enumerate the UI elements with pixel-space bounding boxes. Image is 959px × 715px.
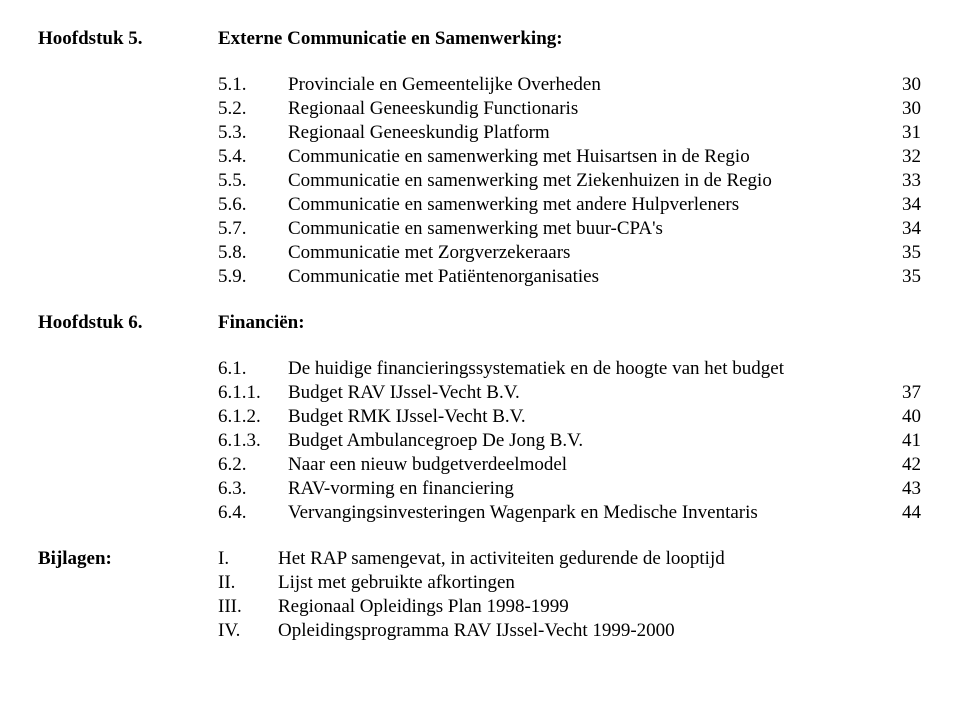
entry-page: 42 [881, 454, 921, 476]
entry-num: IV. [218, 620, 278, 642]
entry-text: Regionaal Geneeskundig Platform [288, 122, 871, 144]
entry-page [881, 358, 921, 380]
toc-entry: 5.1. Provinciale en Gemeentelijke Overhe… [38, 74, 921, 96]
toc-entry: 6.3. RAV-vorming en financiering 43 [38, 478, 921, 500]
toc-entry: 6.1.2. Budget RMK IJssel-Vecht B.V. 40 [38, 406, 921, 428]
entry-num: 6.4. [218, 502, 288, 524]
entry-page: 31 [881, 122, 921, 144]
appendix-entry: IV. Opleidingsprogramma RAV IJssel-Vecht… [38, 620, 921, 642]
entry-num: 5.8. [218, 242, 288, 264]
entry-text: Communicatie met Zorgverzekeraars [288, 242, 871, 264]
toc-entry: 5.6. Communicatie en samenwerking met an… [38, 194, 921, 216]
entry-num: 5.3. [218, 122, 288, 144]
chapter6-title: Financiën: [218, 312, 305, 334]
toc-entry: 6.1.1. Budget RAV IJssel-Vecht B.V. 37 [38, 382, 921, 404]
entry-text: Naar een nieuw budgetverdeelmodel [288, 454, 871, 476]
appendix-label: Bijlagen: [38, 548, 218, 570]
entry-page: 43 [881, 478, 921, 500]
entry-page: 33 [881, 170, 921, 192]
entry-page: 35 [881, 266, 921, 288]
entry-page: 30 [881, 98, 921, 120]
entry-page: 44 [881, 502, 921, 524]
toc-entry: 6.1. De huidige financieringssystematiek… [38, 358, 921, 380]
entry-page: 35 [881, 242, 921, 264]
entry-page: 37 [881, 382, 921, 404]
chapter6-header: Hoofdstuk 6. Financiën: [38, 312, 921, 334]
entry-num: 5.9. [218, 266, 288, 288]
entry-text: Communicatie en samenwerking met buur-CP… [288, 218, 871, 240]
toc-entry: 5.3. Regionaal Geneeskundig Platform 31 [38, 122, 921, 144]
entry-num: 6.2. [218, 454, 288, 476]
entry-text: Lijst met gebruikte afkortingen [278, 572, 921, 594]
entry-num: 6.3. [218, 478, 288, 500]
toc-entry: 5.9. Communicatie met Patiëntenorganisat… [38, 266, 921, 288]
entry-text: De huidige financieringssystematiek en d… [288, 358, 871, 380]
entry-text: Communicatie en samenwerking met Ziekenh… [288, 170, 871, 192]
entry-text: Regionaal Geneeskundig Functionaris [288, 98, 871, 120]
toc-entry: 5.8. Communicatie met Zorgverzekeraars 3… [38, 242, 921, 264]
toc-entry: 6.1.3. Budget Ambulancegroep De Jong B.V… [38, 430, 921, 452]
entry-text: Communicatie met Patiëntenorganisaties [288, 266, 871, 288]
toc-entry: 5.7. Communicatie en samenwerking met bu… [38, 218, 921, 240]
entry-num: 6.1.1. [218, 382, 288, 404]
entry-num: 5.2. [218, 98, 288, 120]
entry-text: Communicatie en samenwerking met Huisart… [288, 146, 871, 168]
entry-num: 6.1.2. [218, 406, 288, 428]
toc-entry: 5.2. Regionaal Geneeskundig Functionaris… [38, 98, 921, 120]
entry-num: 5.1. [218, 74, 288, 96]
toc-entry: 5.4. Communicatie en samenwerking met Hu… [38, 146, 921, 168]
appendix-entry: Bijlagen: I. Het RAP samengevat, in acti… [38, 548, 921, 570]
entry-num: II. [218, 572, 278, 594]
appendix-entry: II. Lijst met gebruikte afkortingen [38, 572, 921, 594]
entry-num: 5.6. [218, 194, 288, 216]
chapter6-label: Hoofdstuk 6. [38, 312, 218, 334]
toc-entry: 5.5. Communicatie en samenwerking met Zi… [38, 170, 921, 192]
entry-text: Budget Ambulancegroep De Jong B.V. [288, 430, 871, 452]
entry-text: Provinciale en Gemeentelijke Overheden [288, 74, 871, 96]
toc-entry: 6.4. Vervangingsinvesteringen Wagenpark … [38, 502, 921, 524]
entry-num: 5.7. [218, 218, 288, 240]
entry-text: Budget RMK IJssel-Vecht B.V. [288, 406, 871, 428]
entry-page: 34 [881, 194, 921, 216]
entry-page: 34 [881, 218, 921, 240]
entry-text: Opleidingsprogramma RAV IJssel-Vecht 199… [278, 620, 921, 642]
chapter5-header: Hoofdstuk 5. Externe Communicatie en Sam… [38, 28, 921, 50]
entry-page: 40 [881, 406, 921, 428]
entry-text: Budget RAV IJssel-Vecht B.V. [288, 382, 871, 404]
entry-text: Communicatie en samenwerking met andere … [288, 194, 871, 216]
entry-text: Regionaal Opleidings Plan 1998-1999 [278, 596, 921, 618]
chapter5-label: Hoofdstuk 5. [38, 28, 218, 50]
entry-num: I. [218, 548, 278, 570]
entry-num: 6.1. [218, 358, 288, 380]
entry-page: 30 [881, 74, 921, 96]
entry-num: 6.1.3. [218, 430, 288, 452]
chapter5-title: Externe Communicatie en Samenwerking: [218, 28, 563, 50]
entry-text: RAV-vorming en financiering [288, 478, 871, 500]
entry-page: 32 [881, 146, 921, 168]
entry-num: 5.5. [218, 170, 288, 192]
appendix-entry: III. Regionaal Opleidings Plan 1998-1999 [38, 596, 921, 618]
entry-num: III. [218, 596, 278, 618]
entry-page: 41 [881, 430, 921, 452]
entry-text: Vervangingsinvesteringen Wagenpark en Me… [288, 502, 871, 524]
toc-entry: 6.2. Naar een nieuw budgetverdeelmodel 4… [38, 454, 921, 476]
entry-num: 5.4. [218, 146, 288, 168]
entry-text: Het RAP samengevat, in activiteiten gedu… [278, 548, 921, 570]
